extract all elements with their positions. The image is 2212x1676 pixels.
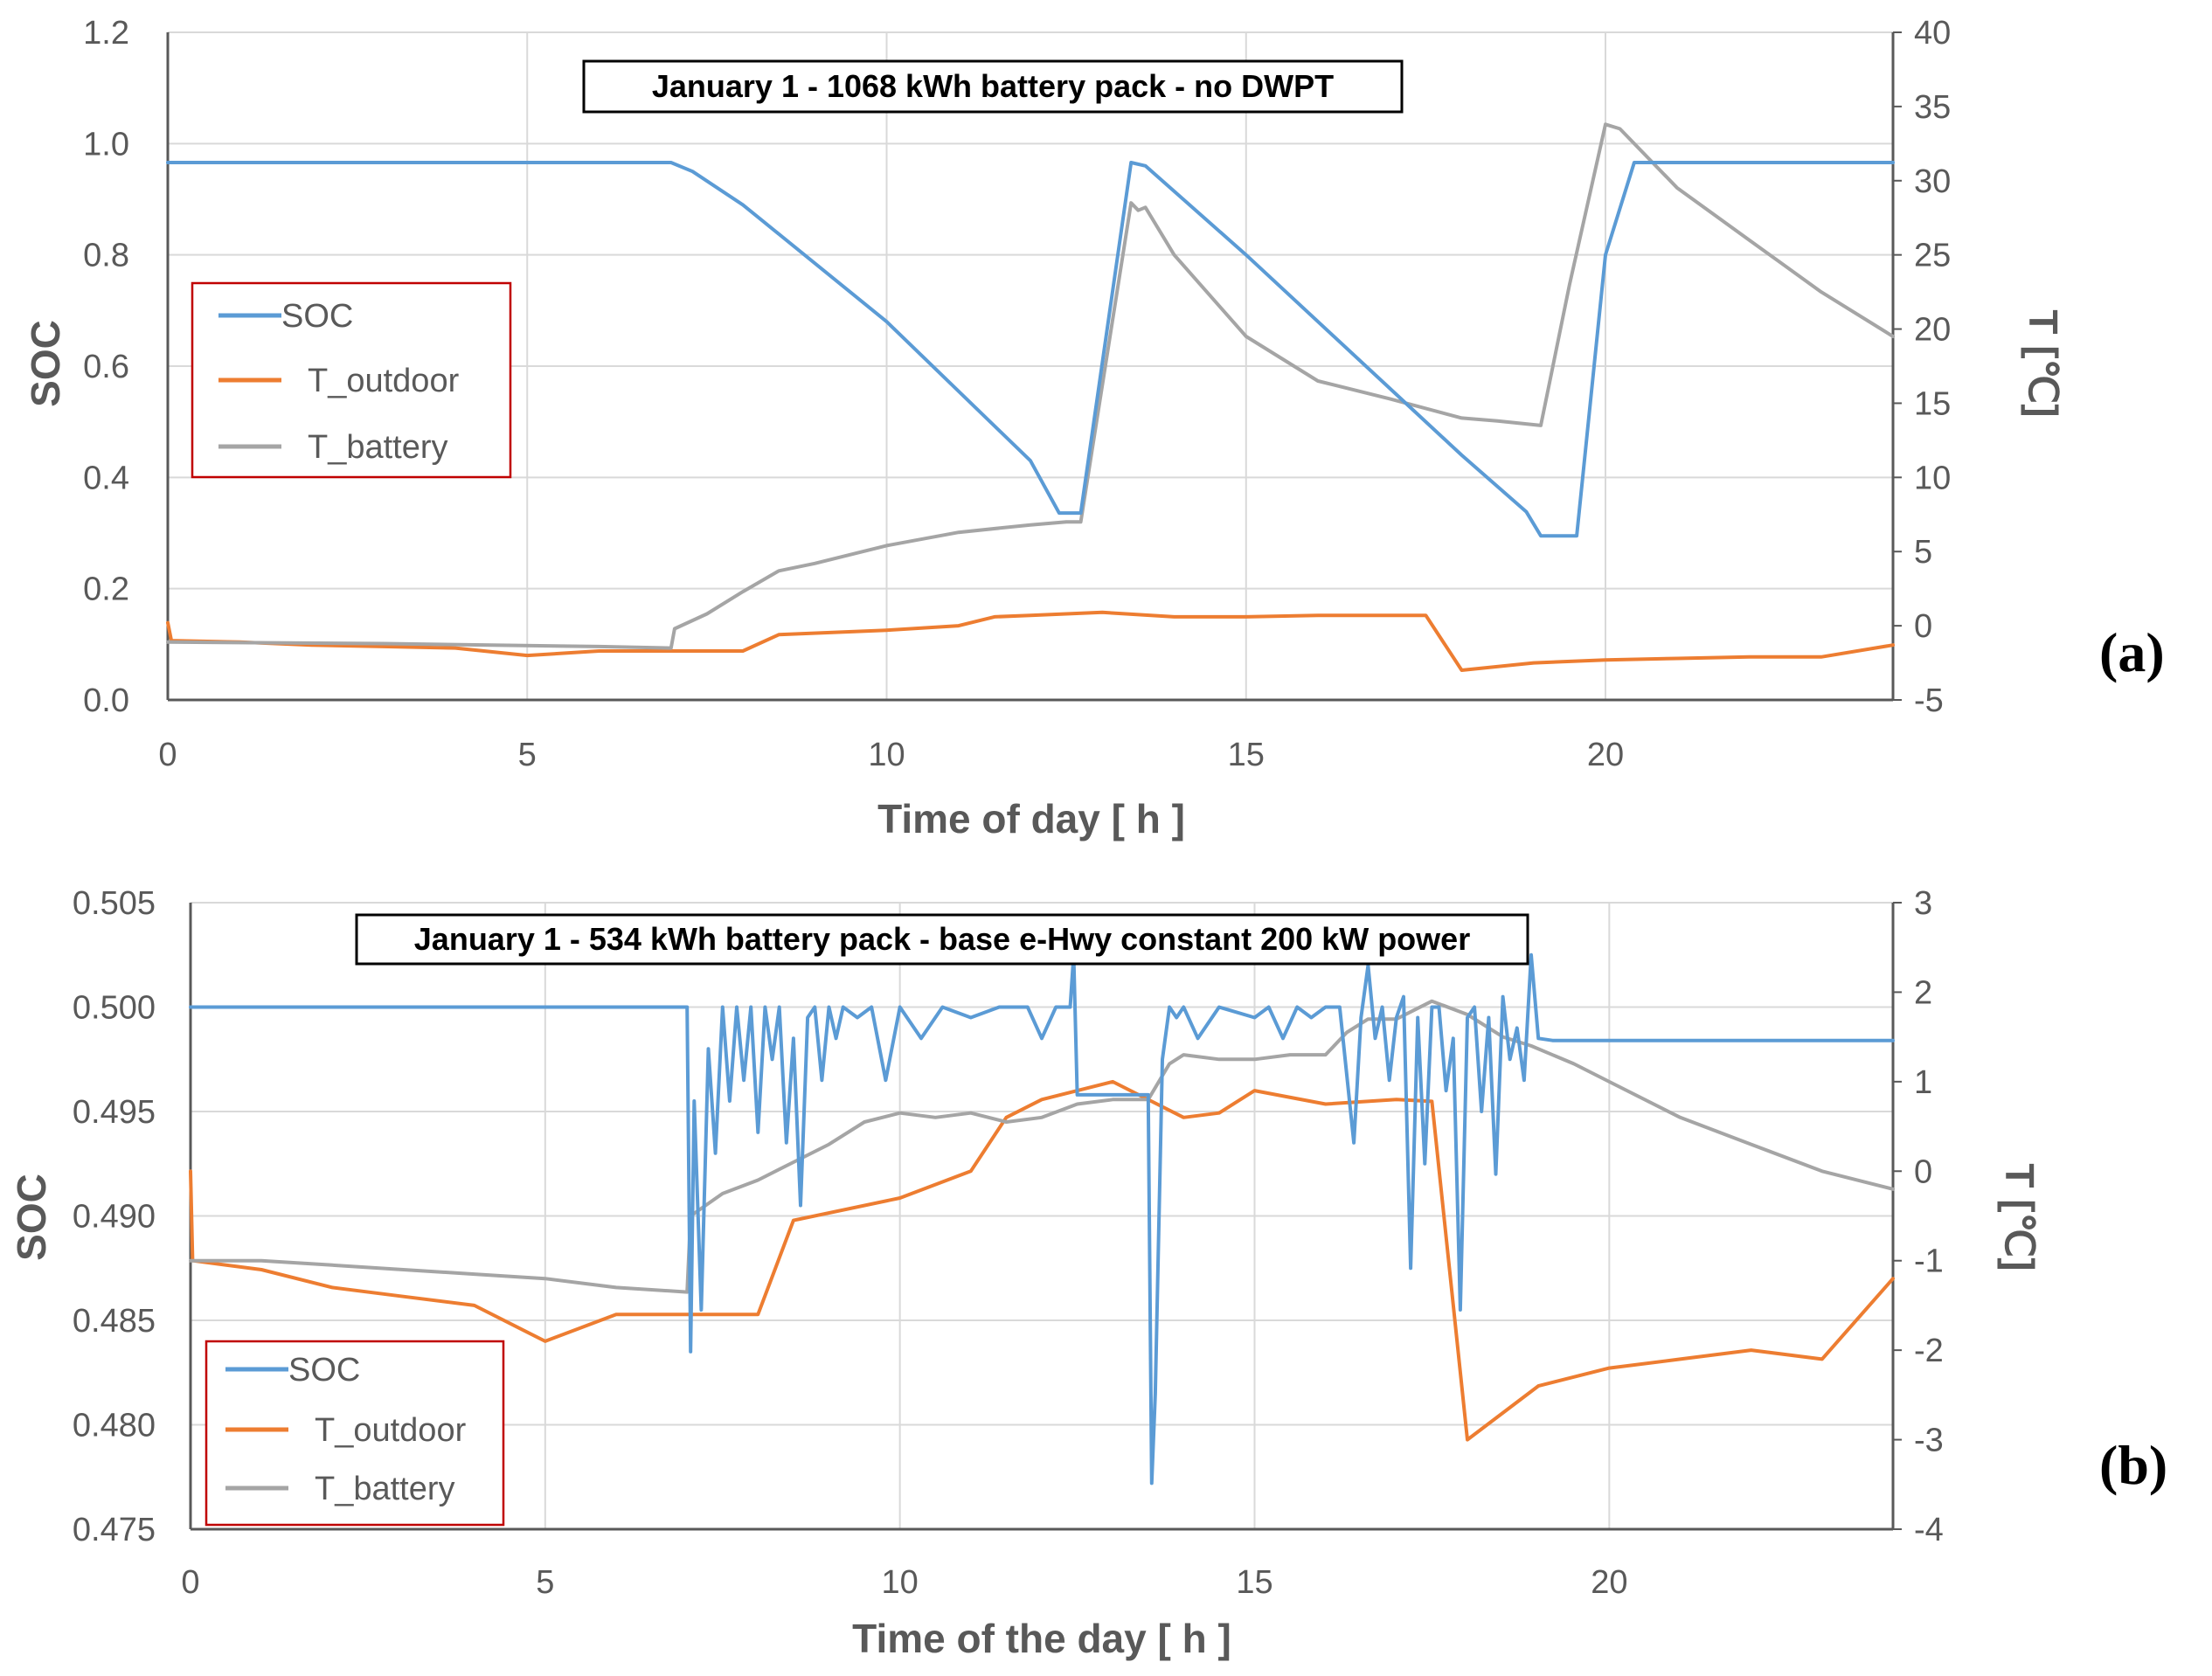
chart-b-right-ticks: -4 -3 -2 -1 0 1 2 3: [1914, 885, 1944, 1548]
chart-b-y-axis-label: SOC: [9, 1174, 54, 1261]
chart-b-y2-tick: -2: [1914, 1333, 1944, 1369]
chart-b-y2-tick: -1: [1914, 1243, 1944, 1280]
chart-a-y2-tick: -5: [1914, 682, 1944, 719]
chart-b-y-tick: 0.500: [73, 990, 156, 1027]
chart-a-y2-tick: 10: [1914, 460, 1951, 496]
chart-a-y2-tick: 0: [1914, 608, 1932, 645]
chart-a-title-box: [582, 59, 1404, 114]
chart-b-title: January 1 - 534 kWh battery pack - base …: [414, 921, 1470, 957]
chart-b-y2-tick: -4: [1914, 1512, 1944, 1548]
chart-a-x-tick: 5: [518, 737, 537, 773]
chart-a-y2-tick: 25: [1914, 238, 1951, 274]
chart-a-y2-tick: 5: [1914, 534, 1932, 571]
chart-a-y-tick: 1.0: [83, 126, 129, 163]
chart-a-y-tick: 0.4: [83, 460, 129, 496]
chart-a-series-soc: [166, 161, 1895, 538]
panel-label-a: (a): [2099, 621, 2165, 683]
chart-a: 0.0 0.2 0.4 0.6 0.8 1.0 1.2 -5 0 5 10 15 20 25 30 35 40…: [23, 15, 2066, 841]
chart-a-legend-t-outdoor: T_outdoor: [308, 363, 460, 399]
chart-b-legend-soc: SOC: [288, 1352, 360, 1389]
chart-b-left-ticks: 0.475 0.480 0.485 0.490 0.495 0.500 0.505: [73, 885, 156, 1548]
chart-a-y2-tick: 15: [1914, 385, 1951, 422]
chart-b-y-tick: 0.490: [73, 1199, 156, 1236]
chart-b-y2-tick: 0: [1914, 1153, 1932, 1190]
chart-b-y2-tick: -3: [1914, 1423, 1944, 1459]
chart-b-y-tick: 0.480: [73, 1408, 156, 1444]
chart-a-legend-t-battery: T_battery: [308, 429, 448, 466]
chart-b-legend-t-battery: T_battery: [315, 1471, 455, 1507]
chart-a-x-tick: 10: [868, 737, 905, 773]
chart-a-y2-tick: 40: [1914, 15, 1951, 52]
chart-a-y2-tick: 20: [1914, 312, 1951, 349]
chart-a-x-tick: 0: [158, 737, 177, 773]
chart-a-series-t-outdoor: [166, 610, 1895, 672]
chart-a-x-tick: 15: [1228, 737, 1265, 773]
chart-a-y2-tick: 35: [1914, 89, 1951, 126]
chart-a-y-tick: 0.0: [83, 682, 129, 719]
chart-b: 0.475 0.480 0.485 0.490 0.495 0.500 0.505 -4 -3…: [9, 885, 2042, 1661]
chart-b-y2-tick: 2: [1914, 974, 1932, 1011]
chart-a-y2-tick: 30: [1914, 163, 1951, 200]
chart-b-x-ticks: 0 5 10 15 20: [181, 1564, 1627, 1601]
chart-a-y2-axis-label: T [℃]: [2021, 309, 2066, 417]
chart-b-legend-box: [205, 1340, 505, 1527]
chart-a-y-axis-label: SOC: [23, 320, 68, 407]
chart-b-title-box: [355, 913, 1529, 966]
chart-b-x-tick: 15: [1236, 1564, 1272, 1601]
chart-b-y-tick: 0.485: [73, 1303, 156, 1340]
chart-a-title: January 1 - 1068 kWh battery pack - no D…: [652, 68, 1334, 104]
chart-b-x-axis-label: Time of the day [ h ]: [852, 1616, 1231, 1661]
chart-a-y-tick: 0.8: [83, 238, 129, 274]
chart-b-y2-axis-label: T [℃]: [1997, 1163, 2042, 1271]
chart-a-x-ticks: 0 5 10 15 20: [158, 737, 1624, 773]
chart-b-legend: SOC T_outdoor T_battery: [205, 1340, 505, 1527]
chart-a-axes: [166, 31, 1902, 702]
chart-b-series-soc: [189, 952, 1895, 1486]
chart-b-x-tick: 5: [536, 1564, 554, 1601]
chart-b-y2-tick: 1: [1914, 1064, 1932, 1101]
chart-a-series-t-battery: [166, 122, 1895, 650]
chart-b-y-tick: 0.505: [73, 885, 156, 922]
chart-b-y-tick: 0.475: [73, 1512, 156, 1548]
chart-a-y-tick: 1.2: [83, 15, 129, 52]
chart-a-right-ticks: -5 0 5 10 15 20 25 30 35 40: [1914, 15, 1951, 719]
panel-label-b: (b): [2099, 1434, 2167, 1496]
chart-b-legend-t-outdoor: T_outdoor: [315, 1412, 467, 1449]
chart-a-left-ticks: 0.0 0.2 0.4 0.6 0.8 1.0 1.2: [83, 15, 129, 719]
chart-b-x-tick: 10: [882, 1564, 919, 1601]
chart-a-y-tick: 0.2: [83, 571, 129, 608]
chart-b-y-tick: 0.495: [73, 1094, 156, 1131]
chart-a-x-axis-label: Time of day [ h ]: [877, 796, 1185, 841]
chart-b-x-tick: 0: [181, 1564, 199, 1601]
chart-a-series: [166, 122, 1895, 672]
chart-b-series: [189, 952, 1895, 1486]
chart-a-legend: SOC T_outdoor T_battery: [191, 281, 512, 479]
chart-b-y2-tick: 3: [1914, 885, 1932, 922]
chart-b-x-tick: 20: [1591, 1564, 1627, 1601]
chart-a-y-tick: 0.6: [83, 349, 129, 385]
chart-b-series-t-outdoor: [189, 1079, 1895, 1442]
chart-b-series-t-battery: [189, 999, 1895, 1294]
chart-a-x-tick: 20: [1587, 737, 1624, 773]
chart-a-legend-soc: SOC: [281, 298, 353, 335]
